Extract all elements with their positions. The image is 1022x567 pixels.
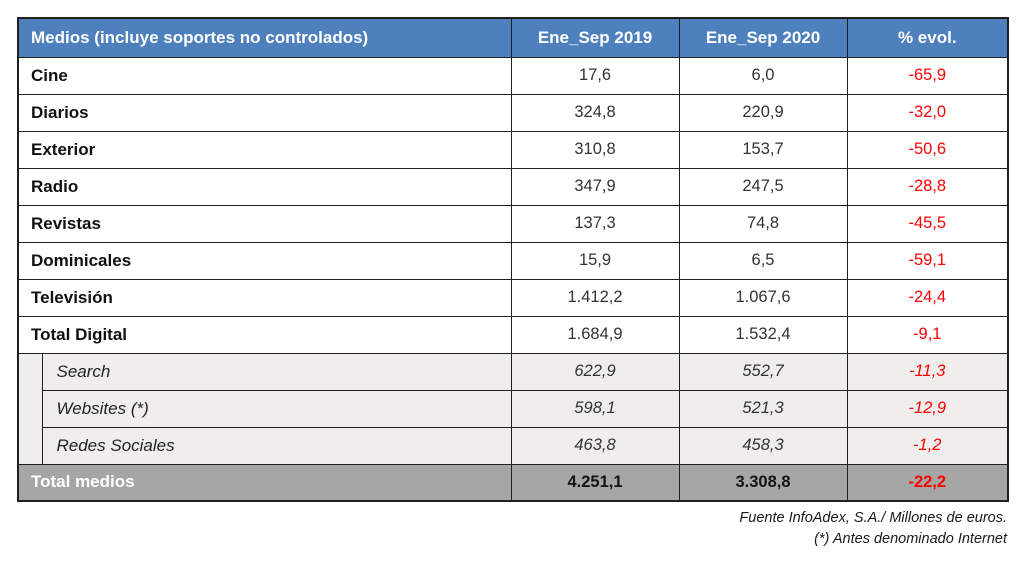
value-2019-cell: 1.412,2: [510, 278, 680, 317]
media-label-cell: Redes Sociales: [41, 426, 512, 465]
source-note-line2: (*) Antes denominado Internet: [814, 531, 1007, 547]
evol-cell: -24,4: [846, 278, 1009, 317]
source-note-line1: Fuente InfoAdex, S.A./ Millones de euros…: [739, 510, 1007, 526]
table-header: Medios (incluye soportes no controlados)…: [17, 17, 1009, 58]
value-2019-cell: 15,9: [510, 241, 680, 280]
table-row: Diarios 324,8 220,9 -32,0: [17, 93, 1009, 132]
evol-cell: -28,8: [846, 167, 1009, 206]
table-row: Revistas 137,3 74,8 -45,5: [17, 204, 1009, 243]
evol-cell: -1,2: [846, 426, 1009, 465]
value-2019-cell: 598,1: [510, 389, 680, 428]
table-body: Cine 17,6 6,0 -65,9 Diarios 324,8 220,9 -32,0 Ex…: [17, 56, 1009, 502]
table-row: Total Digital 1.684,9 1.532,4 -9,1: [17, 315, 1009, 354]
value-2019-cell: 17,6: [510, 56, 680, 95]
media-label-cell: Websites (*): [41, 389, 512, 428]
media-label-cell: Total Digital: [17, 315, 512, 354]
evol-cell: -32,0: [846, 93, 1009, 132]
value-2019-cell: 622,9: [510, 352, 680, 391]
evol-cell: -9,1: [846, 315, 1009, 354]
media-label-cell: Televisión: [17, 278, 512, 317]
value-2020-cell: 1.532,4: [678, 315, 848, 354]
table-row: Dominicales 15,9 6,5 -59,1: [17, 241, 1009, 280]
value-2020-cell: 458,3: [678, 426, 848, 465]
table-row: Total medios 4.251,1 3.308,8 -22,2: [17, 463, 1009, 502]
value-2020-cell: 1.067,6: [678, 278, 848, 317]
evol-cell: -45,5: [846, 204, 1009, 243]
evol-cell: -50,6: [846, 130, 1009, 169]
value-2019-cell: 137,3: [510, 204, 680, 243]
value-2019-cell: 4.251,1: [510, 463, 680, 502]
media-label-cell: Dominicales: [17, 241, 512, 280]
value-2019-cell: 1.684,9: [510, 315, 680, 354]
value-2019-cell: 324,8: [510, 93, 680, 132]
table-row: Websites (*) 598,1 521,3 -12,9: [18, 389, 1009, 428]
table-row: Cine 17,6 6,0 -65,9: [17, 56, 1009, 95]
value-2020-cell: 552,7: [678, 352, 848, 391]
value-2020-cell: 153,7: [678, 130, 848, 169]
header-ene-sep-2020: Ene_Sep 2020: [678, 17, 848, 58]
media-label-cell: Total medios: [17, 463, 512, 502]
evol-cell: -11,3: [846, 352, 1009, 391]
value-2020-cell: 6,0: [678, 56, 848, 95]
evol-cell: -59,1: [846, 241, 1009, 280]
header-ene-sep-2019: Ene_Sep 2019: [510, 17, 680, 58]
media-label-cell: Diarios: [17, 93, 512, 132]
value-2020-cell: 6,5: [678, 241, 848, 280]
media-label-cell: Search: [41, 352, 512, 391]
media-label-cell: Revistas: [17, 204, 512, 243]
header-medios: Medios (incluye soportes no controlados): [17, 17, 512, 58]
evol-cell: -12,9: [846, 389, 1009, 428]
value-2019-cell: 463,8: [510, 426, 680, 465]
value-2019-cell: 347,9: [510, 167, 680, 206]
table-row: Televisión 1.412,2 1.067,6 -24,4: [17, 278, 1009, 317]
table-row: Search 622,9 552,7 -11,3: [17, 352, 1009, 465]
value-2020-cell: 521,3: [678, 389, 848, 428]
digital-indent-gutter: [17, 352, 43, 465]
table-row: Exterior 310,8 153,7 -50,6: [17, 130, 1009, 169]
table-row: Redes Sociales 463,8 458,3 -1,2: [18, 426, 1009, 465]
value-2020-cell: 74,8: [678, 204, 848, 243]
media-label-cell: Cine: [17, 56, 512, 95]
source-note: Fuente InfoAdex, S.A./ Millones de euros…: [17, 508, 1007, 550]
evol-cell: -65,9: [846, 56, 1009, 95]
table-row: Radio 347,9 247,5 -28,8: [17, 167, 1009, 206]
value-2019-cell: 310,8: [510, 130, 680, 169]
media-label-cell: Radio: [17, 167, 512, 206]
value-2020-cell: 247,5: [678, 167, 848, 206]
media-investment-table: Medios (incluye soportes no controlados)…: [17, 17, 1010, 502]
evol-cell: -22,2: [846, 463, 1009, 502]
value-2020-cell: 220,9: [678, 93, 848, 132]
header-row: Medios (incluye soportes no controlados)…: [17, 17, 1009, 58]
value-2020-cell: 3.308,8: [678, 463, 848, 502]
header-evol: % evol.: [846, 17, 1009, 58]
media-label-cell: Exterior: [17, 130, 512, 169]
